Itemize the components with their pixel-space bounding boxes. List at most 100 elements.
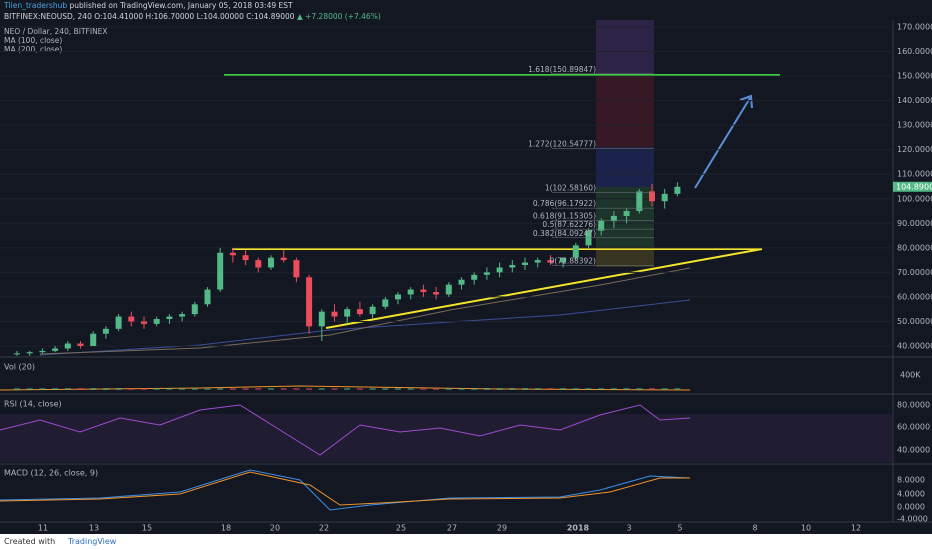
volume-bar <box>52 388 59 390</box>
candle-body <box>102 328 109 334</box>
volume-bar <box>509 388 516 390</box>
candle-body <box>560 257 567 263</box>
volume-bar <box>420 388 427 390</box>
volume-bar <box>166 388 173 390</box>
ma-line <box>39 267 691 355</box>
candle-body <box>623 211 630 216</box>
candle-body <box>191 304 198 315</box>
volume-bar <box>141 388 147 390</box>
volume-bar <box>179 388 186 390</box>
publish-line: Tlien_tradershub published on TradingVie… <box>4 1 293 10</box>
candle-body <box>64 343 71 349</box>
candle-body <box>395 294 401 300</box>
y-tick-label: 130.00000 <box>897 121 932 130</box>
rsi-tick: 40.0000 <box>897 446 930 455</box>
x-tick-label: 2018 <box>567 524 590 533</box>
volume-bar <box>280 388 287 390</box>
volume-bar <box>674 388 681 390</box>
price-badge <box>893 181 932 192</box>
candle-body <box>369 306 376 315</box>
x-tick-label: 27 <box>447 524 457 533</box>
candle-body <box>547 260 554 263</box>
candle-body <box>598 220 605 231</box>
vol-tick: 400K <box>900 371 921 380</box>
volume-bar <box>14 388 20 390</box>
rsi-line <box>0 404 691 456</box>
pane-label: RSI (14, close) <box>4 400 62 409</box>
volume-bar <box>610 388 617 390</box>
volume-bar <box>496 388 503 390</box>
candle-body <box>280 257 287 261</box>
candle-body <box>344 309 351 317</box>
arrow-head <box>739 94 753 109</box>
volume-bar <box>395 388 401 390</box>
price-badge-label: 104.89000 <box>896 182 932 191</box>
volume-bar <box>229 388 236 390</box>
x-tick-label: 12 <box>851 524 861 533</box>
support-line <box>325 248 763 329</box>
x-tick-label: 15 <box>142 524 152 533</box>
volume-bar <box>356 388 363 390</box>
volume-bar <box>483 388 490 390</box>
change: ▲ +7.28000 (+7.46%) <box>296 12 381 21</box>
candle-body <box>356 309 363 315</box>
y-tick-label: 170.00000 <box>897 23 932 32</box>
macd-tick: 0.0000 <box>897 503 925 512</box>
volume-bar <box>255 388 262 390</box>
rsi-tick: 80.0000 <box>897 401 930 410</box>
volume-bar <box>26 388 33 390</box>
volume-bar <box>560 388 567 390</box>
pane-borders <box>0 20 932 523</box>
volume-bar <box>522 388 528 390</box>
rsi-band <box>0 414 893 462</box>
x-tick-label: 22 <box>319 524 329 533</box>
candle-body <box>331 311 338 317</box>
volume-bar <box>433 388 440 390</box>
volume-bar <box>77 388 84 390</box>
x-tick-label: 29 <box>497 524 507 533</box>
candle-body <box>77 343 84 346</box>
candle-body <box>39 350 46 353</box>
candle-body <box>229 252 236 256</box>
brand[interactable]: TradingView <box>68 537 117 546</box>
author[interactable]: Tlien_tradershub <box>4 1 68 10</box>
y-tick-label: 40.00000 <box>897 342 932 351</box>
volume-bar <box>102 388 109 390</box>
pane-label: Vol (20) <box>4 363 35 372</box>
x-tick-label: 18 <box>221 524 231 533</box>
candle-body <box>14 353 20 355</box>
y-tick-label: 160.00000 <box>897 47 932 56</box>
candle-body <box>153 319 160 324</box>
volume-bar <box>153 388 160 390</box>
rsi-tick: 60.0000 <box>897 423 930 432</box>
x-tick-label: 11 <box>38 524 48 533</box>
footer: Created with TradingView <box>0 534 932 550</box>
y-tick-label: 140.00000 <box>897 96 932 105</box>
candle-body <box>534 260 541 263</box>
volume-bar <box>585 388 592 390</box>
y-tick-label: 110.00000 <box>897 170 932 179</box>
candle-body <box>636 191 643 212</box>
symbol: BITFINEX:NEOUSD, 240 <box>4 12 92 21</box>
y-tick-label: 100.00000 <box>897 194 932 203</box>
candle-body <box>179 314 186 317</box>
candle-body <box>268 257 274 268</box>
macd-tick: 8.0000 <box>897 476 925 485</box>
volume-bar <box>547 388 554 390</box>
candle-body <box>572 245 579 258</box>
candle-body <box>382 299 389 307</box>
candle-body <box>26 352 33 354</box>
fib-label: 0(72.88392) <box>550 256 596 265</box>
volume-bar <box>306 388 313 390</box>
candle-body <box>509 265 516 268</box>
volume-bar <box>39 388 46 390</box>
macd-signal <box>0 471 690 506</box>
candle-body <box>522 262 528 266</box>
candle-body <box>166 316 173 320</box>
candle-body <box>242 255 249 261</box>
volume-bar <box>458 388 465 390</box>
x-tick-label: 10 <box>801 524 811 533</box>
fib-label: 0.786(96.17922) <box>533 199 596 208</box>
x-tick-label: 20 <box>270 524 280 533</box>
